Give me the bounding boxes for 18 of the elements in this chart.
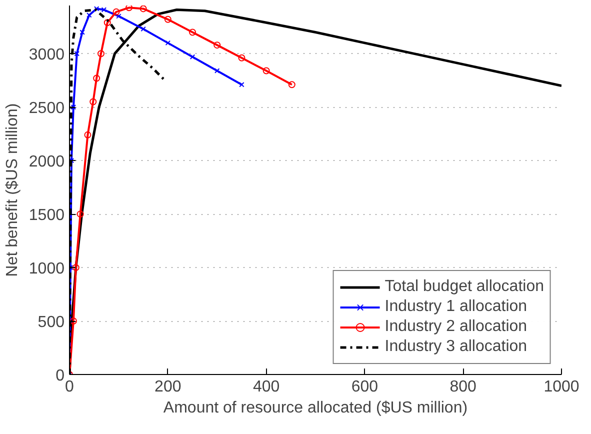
y-tick-label: 1500 [28,207,65,224]
y-tick-label: 0 [56,368,65,384]
legend-label: Industry 1 allocation [384,298,528,316]
legend-label: Total budget allocation [384,278,544,296]
x-tick-label: 600 [351,378,378,396]
x-tick-label: 800 [450,378,477,396]
x-tick-label: 400 [252,378,280,396]
y-tick-label: 500 [38,314,65,332]
x-tick-label: 1000 [544,378,580,396]
y-tick-label: 2000 [28,154,65,171]
x-axis-title: Amount of resource allocated ($US million) [163,400,468,416]
x-tick-label: 200 [154,378,182,396]
y-tick-label: 3000 [28,46,65,64]
legend-label: Industry 2 allocation [384,318,528,336]
y-tick-label: 1000 [28,260,65,278]
y-tick-label: 2500 [28,100,65,118]
y-axis-title: Net benefit ($US million) [4,103,21,277]
legend-label: Industry 3 allocation [384,338,528,356]
